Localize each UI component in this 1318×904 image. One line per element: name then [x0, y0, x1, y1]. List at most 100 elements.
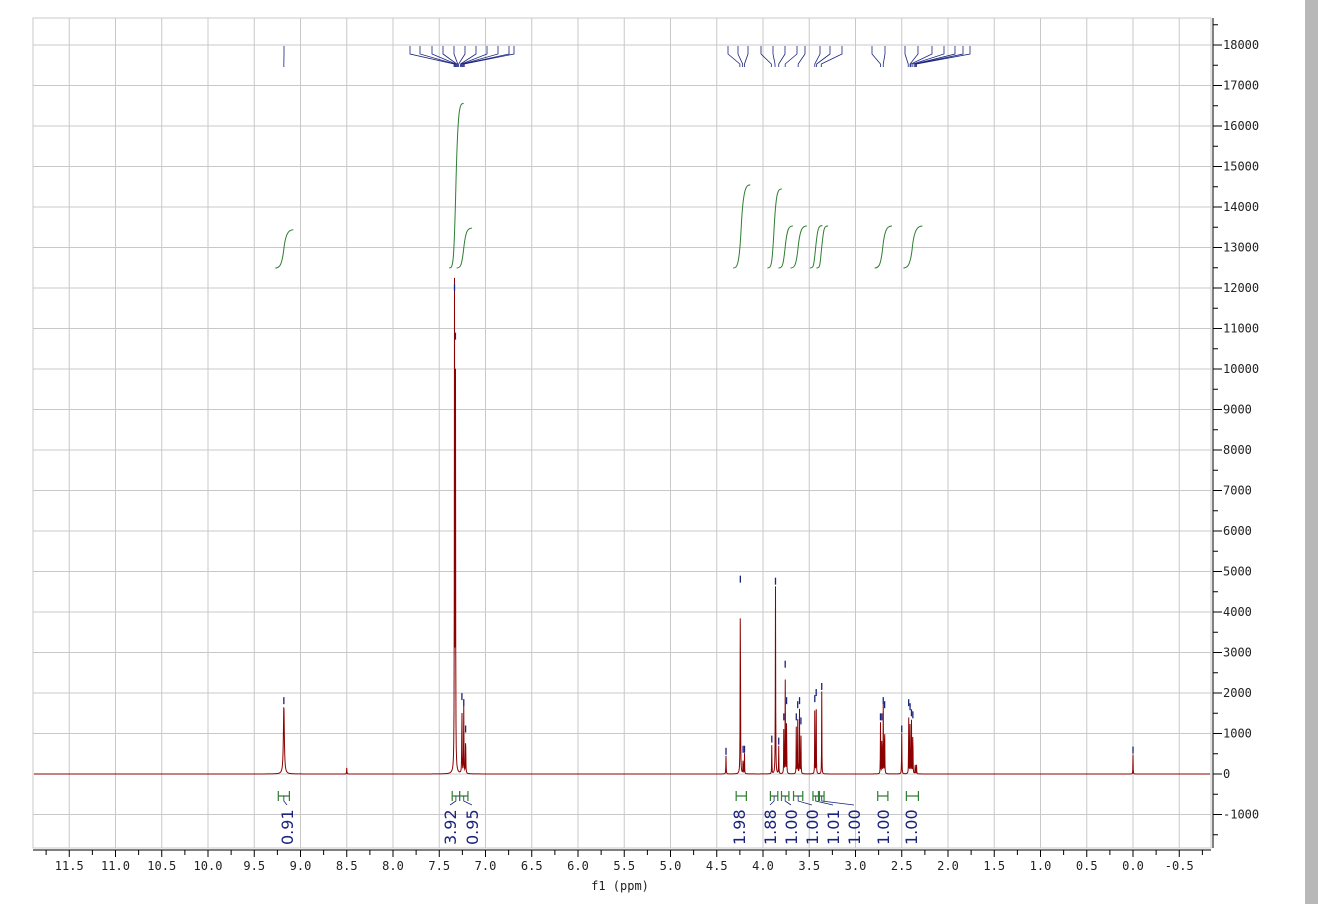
- peak-label-connector: [431, 46, 457, 67]
- y-axis: 18000 17000 16000 15000 14000 13000 12000 11000…: [1212, 18, 1259, 848]
- y-tick-label: 7000: [1223, 484, 1252, 498]
- peak-label-connector: [912, 46, 945, 67]
- peak-label-connector: [778, 46, 786, 67]
- x-tick-label: 3.5: [798, 859, 820, 873]
- peak-label-connector: [442, 46, 458, 67]
- peak-label-connector: [784, 46, 798, 67]
- x-tick-label: 1.5: [983, 859, 1005, 873]
- peak-label-connectors: [283, 46, 971, 67]
- y-tick-label: 5000: [1223, 565, 1252, 579]
- x-tick-label: 10.5: [147, 859, 176, 873]
- integral-curve: [816, 225, 829, 269]
- peak-label-connector: [463, 46, 515, 67]
- integral-curve: [767, 188, 782, 269]
- integral-leader-line: [449, 796, 457, 806]
- integral-curve: [778, 225, 793, 269]
- y-tick-label: 17000: [1223, 79, 1259, 93]
- peak-label-connector: [915, 46, 964, 67]
- x-tick-label: -0.5: [1165, 859, 1194, 873]
- integral-value: 1.00: [845, 809, 864, 845]
- y-tick-label: 4000: [1223, 605, 1252, 619]
- integral-bracket: [905, 791, 919, 801]
- peak-label-connector: [772, 46, 776, 67]
- peak-label-connector: [727, 46, 741, 67]
- y-tick-label: 6000: [1223, 524, 1252, 538]
- integral-value: 1.00: [874, 809, 893, 845]
- y-tick-label: 1000: [1223, 727, 1252, 741]
- peak-label-connector: [910, 46, 933, 67]
- x-tick-label: 4.5: [706, 859, 728, 873]
- peak-label-connector: [453, 46, 459, 67]
- x-tick-label: 1.0: [1030, 859, 1052, 873]
- integral-value: 1.00: [803, 809, 822, 845]
- integral-leader-line: [815, 796, 834, 806]
- x-tick-label: 4.0: [752, 859, 774, 873]
- x-tick-label: 2.0: [937, 859, 959, 873]
- y-tick-label: 18000: [1223, 38, 1259, 52]
- integral-curve: [874, 225, 892, 269]
- x-axis-label: f1 (ppm): [591, 879, 649, 893]
- integral-curve: [275, 229, 294, 269]
- integral-leader-line: [769, 796, 775, 806]
- y-tick-label: 14000: [1223, 200, 1259, 214]
- peak-label-connector: [904, 46, 909, 67]
- peak-label-connector: [916, 46, 971, 67]
- peak-markers: [283, 284, 1134, 755]
- integral-curve: [449, 102, 464, 269]
- y-tick-label: 13000: [1223, 241, 1259, 255]
- peak-label-connector: [882, 46, 886, 67]
- integral-curves: [275, 102, 923, 269]
- peak-label-connector: [419, 46, 456, 67]
- grid: [32, 17, 1212, 849]
- y-tick-label: 0: [1223, 767, 1230, 781]
- peak-label-connector: [814, 46, 821, 67]
- x-tick-label: 9.0: [290, 859, 312, 873]
- x-tick-label: 9.5: [243, 859, 265, 873]
- x-tick-label: 7.5: [428, 859, 450, 873]
- x-tick-label: 0.0: [1122, 859, 1144, 873]
- scrollbar[interactable]: [1305, 0, 1318, 904]
- integral-value: 0.95: [463, 809, 482, 845]
- integral-leader-line: [797, 796, 813, 806]
- peak-label-connector: [737, 46, 744, 67]
- x-tick-label: 5.0: [660, 859, 682, 873]
- peak-label-connector: [760, 46, 772, 67]
- integral-value: 1.88: [761, 809, 780, 845]
- integral-leader-line: [283, 796, 288, 806]
- x-tick-label: 2.5: [891, 859, 913, 873]
- peak-label-connector: [909, 46, 919, 67]
- x-tick-label: 11.5: [55, 859, 84, 873]
- peak-label-connector: [797, 46, 806, 67]
- peak-label-connector: [744, 46, 749, 67]
- integral-curve: [733, 184, 751, 269]
- integral-value: 1.98: [730, 809, 749, 845]
- x-tick-label: 3.0: [845, 859, 867, 873]
- integral-value: 1.01: [824, 809, 843, 845]
- peak-label-connector: [458, 46, 466, 67]
- integral-curve: [809, 225, 823, 269]
- integral-labels: 0.91 3.92 0.95 1.98 1.88 1.00 1.00 1.01 1.00 1.00…: [277, 791, 921, 845]
- y-tick-label: 11000: [1223, 322, 1259, 336]
- y-tick-label: 16000: [1223, 119, 1259, 133]
- peak-label-connector: [816, 46, 831, 67]
- integral-leader-line: [784, 796, 792, 806]
- integral-curve: [456, 227, 472, 269]
- y-tick-label: 3000: [1223, 646, 1252, 660]
- y-tick-label: 9000: [1223, 403, 1252, 417]
- integral-curve: [790, 225, 807, 269]
- peak-label-connector: [461, 46, 488, 67]
- integral-value: 1.00: [782, 809, 801, 845]
- spectrum-line: [34, 277, 1210, 775]
- y-tick-label: 12000: [1223, 281, 1259, 295]
- integral-leader-line: [463, 796, 473, 806]
- integral-leader-line: [821, 796, 855, 806]
- x-tick-label: 8.0: [382, 859, 404, 873]
- x-tick-label: 8.5: [336, 859, 358, 873]
- x-axis: 11.5 11.0 10.5 10.0 9.5 9.0 8.5 8.0 7.5 7.0 6.5 6.0…: [33, 849, 1211, 873]
- y-tick-label: -1000: [1223, 808, 1259, 822]
- y-tick-label: 10000: [1223, 362, 1259, 376]
- integral-value: 1.00: [902, 809, 921, 845]
- integral-bracket: [877, 791, 889, 801]
- x-tick-label: 5.5: [613, 859, 635, 873]
